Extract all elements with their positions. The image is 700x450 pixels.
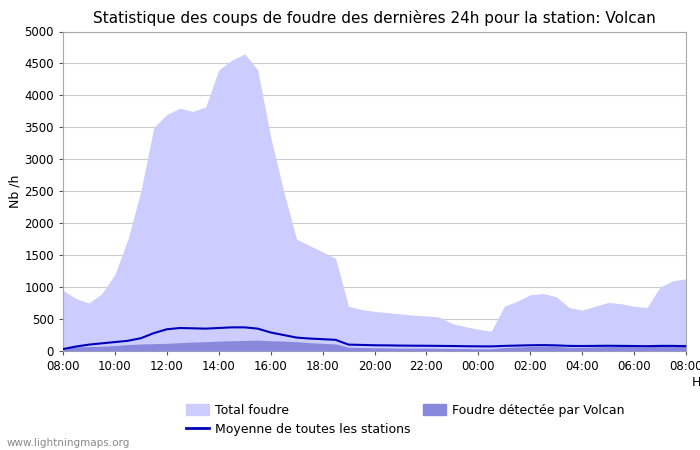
Text: Heure: Heure <box>692 376 700 389</box>
Text: www.lightningmaps.org: www.lightningmaps.org <box>7 438 130 448</box>
Title: Statistique des coups de foudre des dernières 24h pour la station: Volcan: Statistique des coups de foudre des dern… <box>93 10 656 26</box>
Y-axis label: Nb /h: Nb /h <box>8 175 22 208</box>
Legend: Total foudre, Moyenne de toutes les stations, Foudre détectée par Volcan: Total foudre, Moyenne de toutes les stat… <box>181 399 629 441</box>
